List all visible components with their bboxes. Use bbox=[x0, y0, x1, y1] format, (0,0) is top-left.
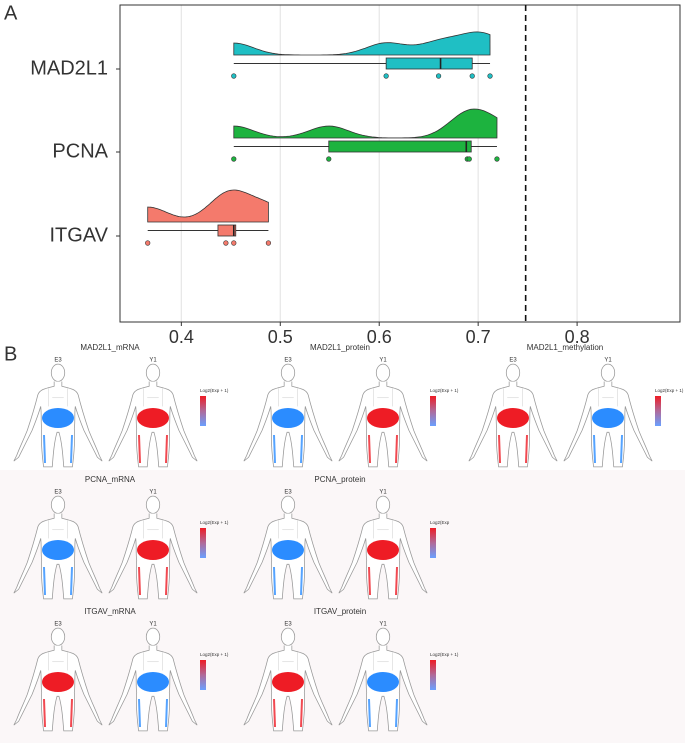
point bbox=[494, 156, 500, 162]
condition-label: Y1 bbox=[149, 358, 157, 364]
pelvis-region bbox=[42, 672, 74, 692]
body-map bbox=[468, 363, 558, 468]
condition-label: Y1 bbox=[149, 490, 157, 496]
legend-title: Log2(Exp + 1) bbox=[200, 652, 229, 657]
panel-label: A bbox=[4, 2, 18, 24]
pelvis-region bbox=[272, 672, 304, 692]
condition-label: E3 bbox=[54, 622, 62, 628]
legend-bar bbox=[430, 660, 436, 690]
condition-label: E3 bbox=[284, 358, 292, 364]
box bbox=[385, 57, 473, 70]
point bbox=[231, 240, 237, 246]
map-title: MAD2L1_protein bbox=[310, 343, 370, 352]
panel-b-background bbox=[0, 470, 685, 743]
legend-title: Log2(Exp + 1) bbox=[200, 520, 229, 525]
density bbox=[233, 108, 498, 139]
pelvis-region bbox=[272, 540, 304, 560]
point bbox=[435, 73, 442, 79]
pelvis-region bbox=[137, 408, 169, 428]
condition-label: Y1 bbox=[379, 358, 387, 364]
body-map bbox=[243, 363, 333, 468]
map-title: ITGAV_protein bbox=[314, 607, 366, 616]
map-title: PCNA_protein bbox=[314, 475, 365, 484]
condition-label: E3 bbox=[509, 358, 517, 364]
pelvis-region bbox=[592, 408, 624, 428]
pelvis-region bbox=[42, 540, 74, 560]
point bbox=[231, 73, 237, 79]
point bbox=[265, 240, 272, 246]
condition-label: Y1 bbox=[149, 622, 157, 628]
pelvis-region bbox=[367, 540, 399, 560]
point bbox=[326, 156, 332, 162]
body-map bbox=[243, 495, 333, 600]
legend-title: Log2(Exp + 1) bbox=[430, 652, 459, 657]
body-map bbox=[108, 495, 198, 600]
box bbox=[217, 224, 237, 237]
body-map bbox=[338, 495, 428, 600]
box bbox=[328, 140, 472, 153]
body-map bbox=[243, 627, 333, 732]
legend-bar bbox=[430, 528, 436, 558]
pelvis-region bbox=[497, 408, 529, 428]
point bbox=[231, 156, 237, 162]
map-title: MAD2L1_mRNA bbox=[80, 343, 140, 352]
pelvis-region bbox=[137, 540, 169, 560]
pelvis-region bbox=[272, 408, 304, 428]
body-map bbox=[13, 627, 103, 732]
panel-label: B bbox=[4, 343, 17, 365]
legend-title: Log2(Exp + 1) bbox=[200, 388, 229, 393]
y-tick-label: PCNA bbox=[52, 140, 108, 162]
body-map bbox=[108, 363, 198, 468]
pelvis-region bbox=[367, 672, 399, 692]
y-tick-label: MAD2L1 bbox=[30, 57, 108, 79]
density bbox=[147, 189, 269, 223]
pelvis-region bbox=[42, 408, 74, 428]
density bbox=[233, 31, 491, 56]
x-tick-label: 0.5 bbox=[268, 327, 293, 347]
point bbox=[383, 73, 389, 79]
legend-bar bbox=[200, 396, 206, 426]
point bbox=[145, 240, 151, 246]
x-tick-label: 0.6 bbox=[367, 327, 392, 347]
legend-bar bbox=[200, 660, 206, 690]
legend-bar bbox=[200, 528, 206, 558]
body-map bbox=[13, 363, 103, 468]
body-map bbox=[563, 363, 653, 468]
point bbox=[487, 73, 493, 79]
body-map bbox=[338, 363, 428, 468]
body-map bbox=[13, 495, 103, 600]
x-tick-label: 0.7 bbox=[466, 327, 491, 347]
plot-border bbox=[119, 4, 681, 323]
map-title: ITGAV_mRNA bbox=[84, 607, 136, 616]
legend-title: Log2(Exp + 1) bbox=[655, 388, 684, 393]
pelvis-region bbox=[367, 408, 399, 428]
x-tick-label: 0.8 bbox=[565, 327, 590, 347]
condition-label: E3 bbox=[284, 622, 292, 628]
condition-label: E3 bbox=[54, 490, 62, 496]
condition-label: Y1 bbox=[604, 358, 612, 364]
map-title: PCNA_mRNA bbox=[85, 475, 136, 484]
legend-title: Log2(Exp bbox=[430, 520, 450, 525]
point bbox=[469, 73, 475, 79]
pelvis-region bbox=[137, 672, 169, 692]
body-map bbox=[108, 627, 198, 732]
legend-bar bbox=[655, 396, 661, 426]
point bbox=[466, 156, 472, 162]
legend-title: Log2(Exp + 1) bbox=[430, 388, 459, 393]
condition-label: E3 bbox=[54, 358, 62, 364]
x-tick-label: 0.4 bbox=[169, 327, 194, 347]
condition-label: Y1 bbox=[379, 490, 387, 496]
condition-label: E3 bbox=[284, 490, 292, 496]
y-tick-label: ITGAV bbox=[49, 224, 108, 246]
condition-label: Y1 bbox=[379, 622, 387, 628]
body-map bbox=[338, 627, 428, 732]
point bbox=[223, 240, 229, 246]
map-title: MAD2L1_methylation bbox=[527, 343, 603, 352]
legend-bar bbox=[430, 396, 436, 426]
